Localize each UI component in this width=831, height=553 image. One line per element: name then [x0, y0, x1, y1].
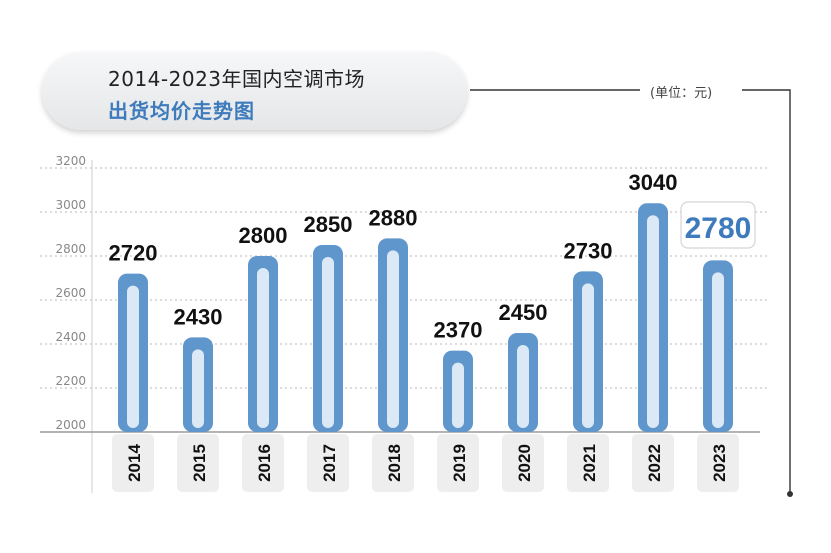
x-label-pedestal: [242, 434, 284, 492]
bar-inner-highlight: [647, 215, 659, 428]
x-tick-label: 2023: [710, 444, 729, 482]
bar-inner-highlight: [257, 268, 269, 428]
bars: [118, 203, 733, 432]
data-label: 2370: [434, 318, 483, 343]
x-tick-label: 2014: [125, 444, 144, 482]
data-label: 3040: [629, 170, 678, 195]
x-tick-label: 2016: [255, 444, 274, 482]
y-tick-label: 2400: [55, 330, 86, 344]
x-tick-label: 2015: [190, 444, 209, 482]
title-pill: [42, 52, 467, 130]
chart-decor: [40, 89, 793, 497]
unit-label: (单位：元): [650, 86, 713, 101]
bar-inner-highlight: [387, 250, 399, 428]
bar-inner-highlight: [322, 257, 334, 428]
highlight-label-box: [680, 201, 756, 249]
data-label: 2780: [685, 212, 752, 245]
data-label: 2800: [239, 223, 288, 248]
chart-title: 2014-2023年国内空调市场: [108, 67, 366, 91]
bar-inner-highlight: [517, 345, 529, 428]
data-label: 2720: [109, 241, 158, 266]
x-label-pedestal: [372, 434, 414, 492]
x-label-pedestal: [697, 434, 739, 492]
x-tick-label: 2018: [385, 444, 404, 482]
x-label-pedestal: [307, 434, 349, 492]
x-tick-label: 2020: [515, 444, 534, 482]
y-tick-label: 3000: [55, 198, 86, 212]
y-tick-label: 2600: [55, 286, 86, 300]
x-tick-label: 2019: [450, 444, 469, 482]
bar-inner-highlight: [582, 283, 594, 428]
x-label-pedestal: [437, 434, 479, 492]
x-tick-label: 2022: [645, 444, 664, 482]
data-labels: 2720 2430 2800 2850 2880 2370 2450 2730 3040 2780: [109, 170, 756, 343]
y-tick-label: 3200: [55, 154, 86, 168]
x-tick-label: 2021: [580, 444, 599, 482]
y-tick-label: 2000: [55, 418, 86, 432]
bar-inner-highlight: [192, 349, 204, 428]
bar-inner-highlight: [452, 362, 464, 428]
data-label: 2450: [499, 300, 548, 325]
bar-inner-highlight: [712, 272, 724, 428]
data-label: 2850: [304, 212, 353, 237]
y-tick-label: 2200: [55, 374, 86, 388]
x-label-pedestal: [112, 434, 154, 492]
chart-subtitle: 出货均价走势图: [108, 99, 255, 123]
x-tick-label: 2017: [320, 444, 339, 482]
bar-inner-highlight: [127, 285, 139, 428]
x-label-pedestal: [177, 434, 219, 492]
y-axis-ticks: 2000 2200 2400 2600 2800 3000 3200: [55, 154, 86, 432]
x-axis-labels: 2014 2015 2016 2017 2018 2019 2020 2021 2022 2023: [112, 434, 739, 492]
right-frame-line: [742, 89, 791, 493]
y-tick-label: 2800: [55, 242, 86, 256]
data-label: 2430: [174, 304, 223, 329]
frame-end-dot: [787, 491, 793, 497]
x-label-pedestal: [567, 434, 609, 492]
data-label: 2880: [369, 205, 418, 230]
x-label-pedestal: [502, 434, 544, 492]
data-label: 2730: [564, 238, 613, 263]
x-label-pedestal: [632, 434, 674, 492]
